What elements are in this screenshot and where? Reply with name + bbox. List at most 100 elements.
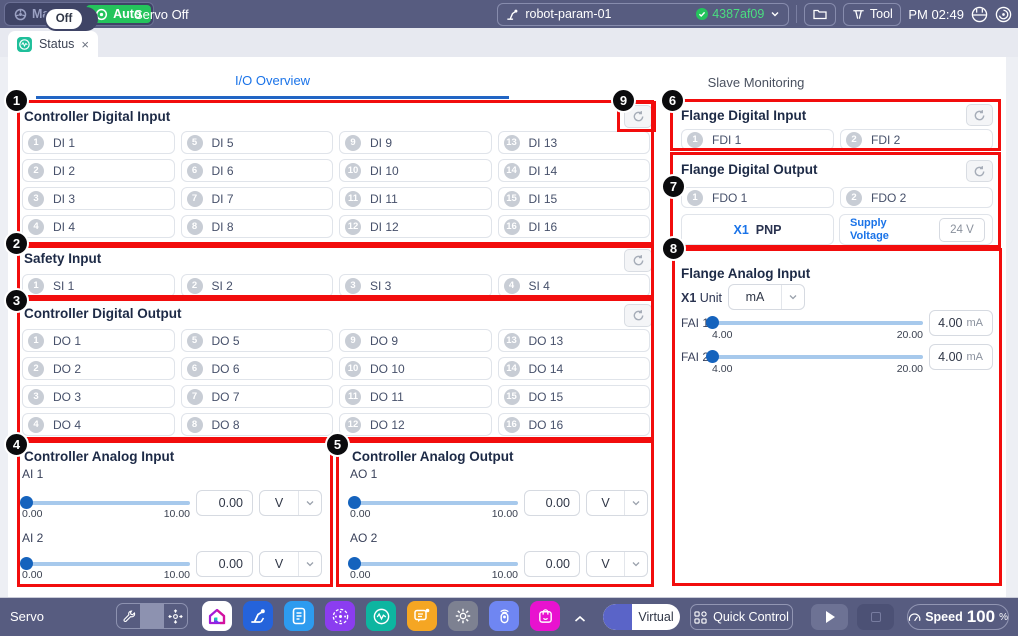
servo-status-text: Servo Off bbox=[134, 7, 189, 22]
virtual-mode-toggle[interactable]: Virtual bbox=[603, 604, 680, 630]
reset-button-digital-output[interactable] bbox=[624, 304, 652, 327]
content-scrollbar[interactable] bbox=[1006, 57, 1018, 597]
slider-track bbox=[350, 501, 518, 505]
play-button[interactable] bbox=[811, 604, 848, 630]
store-app-icon[interactable] bbox=[530, 601, 560, 631]
safety-input-cell: 3 SI 3 bbox=[339, 274, 492, 297]
unit-select-ai1[interactable]: V bbox=[259, 490, 322, 516]
power-spiral-icon[interactable] bbox=[995, 6, 1012, 23]
jog-app-icon[interactable] bbox=[325, 601, 355, 631]
flange-digital-input-cell: 1 FDI 1 bbox=[681, 129, 834, 150]
value-field-fai1[interactable]: 4.00 mA bbox=[929, 310, 993, 336]
slider-thumb[interactable] bbox=[348, 557, 361, 570]
value-field-ao1[interactable]: 0.00 bbox=[524, 490, 580, 516]
io-label: DI 16 bbox=[528, 219, 558, 234]
slider-fai2[interactable] bbox=[706, 350, 923, 363]
digital-input-cell: 1 DI 1 bbox=[22, 131, 175, 154]
log-app-icon[interactable] bbox=[407, 601, 437, 631]
digital-output-cell: 15 DO 15 bbox=[497, 385, 650, 408]
io-label: SI 1 bbox=[53, 278, 75, 293]
channel-label-ao1: AO 1 bbox=[350, 467, 378, 481]
io-label: DO 8 bbox=[211, 417, 240, 432]
digital-input-cell: 7 DI 7 bbox=[180, 187, 333, 210]
quick-control-button[interactable]: Quick Control bbox=[690, 604, 793, 630]
remote-app-icon[interactable] bbox=[489, 601, 519, 631]
slider-thumb[interactable] bbox=[20, 557, 33, 570]
reset-button-flange-digital-input[interactable] bbox=[966, 104, 993, 126]
unit-select-ai2[interactable]: V bbox=[259, 551, 322, 577]
folder-icon bbox=[813, 9, 827, 20]
reset-button-flange-digital-output[interactable] bbox=[966, 160, 993, 182]
value-field-ao2[interactable]: 0.00 bbox=[524, 551, 580, 577]
io-label: DI 6 bbox=[211, 163, 234, 178]
value-field-ai1[interactable]: 0.00 bbox=[196, 490, 253, 516]
slider-max-fai2: 20.00 bbox=[896, 363, 923, 375]
slider-thumb[interactable] bbox=[20, 496, 33, 509]
collapse-dock-button[interactable] bbox=[574, 610, 586, 628]
robot-param-dropdown[interactable]: robot-param-01 4387af09 bbox=[497, 2, 790, 26]
reset-icon bbox=[974, 165, 985, 176]
digital-output-cell: 3 DO 3 bbox=[22, 385, 175, 408]
value-field-ai2[interactable]: 0.00 bbox=[196, 551, 253, 577]
speed-control[interactable]: Speed 100 % bbox=[907, 604, 1009, 630]
io-number-badge: 2 bbox=[186, 277, 203, 294]
digital-output-cell: 11 DO 11 bbox=[339, 385, 492, 408]
section-title-controller-digital-input: Controller Digital Input bbox=[24, 109, 171, 124]
stop-icon bbox=[870, 612, 881, 622]
slider-fai1[interactable] bbox=[706, 316, 923, 329]
home-app-icon[interactable] bbox=[202, 601, 232, 631]
digital-output-cell: 4 DO 4 bbox=[22, 413, 175, 436]
io-label: DO 1 bbox=[53, 333, 82, 348]
channel-label-ai2: AI 2 bbox=[22, 531, 44, 545]
slider-ao1[interactable] bbox=[348, 496, 518, 509]
servo-label: Servo bbox=[10, 609, 44, 624]
x1-label: X1 bbox=[733, 222, 749, 237]
wrench-button[interactable] bbox=[117, 604, 140, 628]
io-number-badge: 1 bbox=[687, 189, 703, 206]
slider-ai2[interactable] bbox=[20, 557, 190, 570]
tab-close-icon[interactable]: × bbox=[81, 36, 89, 52]
tool-button[interactable]: Tool bbox=[843, 2, 902, 26]
slider-thumb[interactable] bbox=[348, 496, 361, 509]
section-title-flange-analog-input: Flange Analog Input bbox=[681, 266, 811, 281]
report-app-icon[interactable] bbox=[284, 601, 314, 631]
tool-button-label: Tool bbox=[869, 7, 893, 21]
slider-thumb[interactable] bbox=[706, 350, 719, 363]
safety-helmet-icon[interactable] bbox=[971, 6, 988, 23]
annotation-number-4: 4 bbox=[4, 432, 29, 457]
tab-io-overview[interactable]: I/O Overview bbox=[36, 65, 509, 99]
open-file-button[interactable] bbox=[804, 2, 837, 26]
reset-button-safety-input[interactable] bbox=[624, 249, 652, 272]
io-label: FDO 2 bbox=[871, 190, 907, 205]
param-hash-text: 4387af09 bbox=[712, 7, 765, 21]
slider-thumb[interactable] bbox=[706, 316, 719, 329]
slider-ao2[interactable] bbox=[348, 557, 518, 570]
tab-status-label: Status bbox=[38, 37, 75, 51]
stop-button[interactable] bbox=[857, 604, 894, 630]
io-number-badge: 1 bbox=[687, 131, 703, 148]
io-label: DO 10 bbox=[370, 361, 405, 376]
jog-move-button[interactable] bbox=[164, 604, 187, 628]
settings-app-icon[interactable] bbox=[448, 601, 478, 631]
reset-icon bbox=[633, 310, 643, 321]
io-label: DO 4 bbox=[53, 417, 82, 432]
tab-status[interactable]: Status × bbox=[8, 31, 98, 57]
unit-select-value: V bbox=[601, 557, 610, 571]
unit-select-ao2[interactable]: V bbox=[586, 551, 648, 577]
slider-ai1[interactable] bbox=[20, 496, 190, 509]
robot-app-icon[interactable] bbox=[243, 601, 273, 631]
fai-unit-select[interactable]: mA bbox=[728, 284, 805, 310]
io-label: DO 12 bbox=[370, 417, 405, 432]
speed-unit: % bbox=[999, 611, 1008, 623]
servo-toggle[interactable]: Off bbox=[44, 7, 98, 31]
section-title-controller-analog-output: Controller Analog Output bbox=[352, 449, 514, 464]
robot-icon bbox=[507, 9, 518, 20]
unit-select-ao1[interactable]: V bbox=[586, 490, 648, 516]
digital-input-cell: 12 DI 12 bbox=[339, 215, 492, 238]
value-field-fai2[interactable]: 4.00 mA bbox=[929, 344, 993, 370]
io-number-badge: 7 bbox=[186, 190, 203, 207]
tab-slave-monitoring[interactable]: Slave Monitoring bbox=[707, 74, 805, 90]
slider-max-ai2: 10.00 bbox=[163, 569, 190, 581]
status-monitor-app-icon[interactable] bbox=[366, 601, 396, 631]
